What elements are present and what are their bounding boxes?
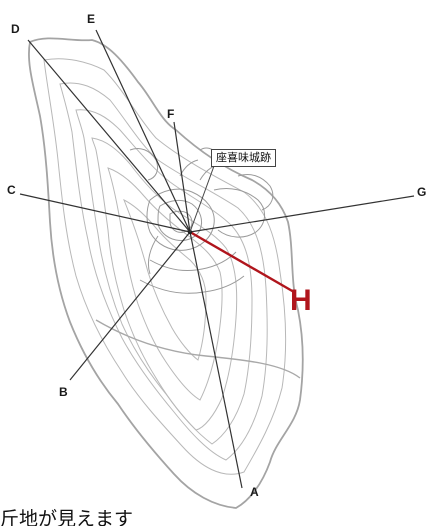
coastline-outline	[28, 37, 304, 509]
direction-label-d: D	[11, 22, 20, 36]
castle-ruins-label: 座喜味城跡	[211, 149, 276, 167]
direction-label-c: C	[7, 183, 16, 197]
direction-label-e: E	[87, 12, 96, 26]
sight-line-a	[189, 231, 243, 489]
contour-lines	[43, 58, 287, 475]
direction-label-b: B	[59, 385, 68, 399]
terrain-detail	[129, 147, 274, 294]
sight-line-h	[189, 230, 295, 294]
caption-text: 斤地が見えます	[0, 508, 134, 530]
sight-line-c	[19, 193, 191, 233]
sight-line-d	[27, 39, 191, 233]
direction-label-f: F	[167, 107, 175, 121]
sight-line-e	[95, 29, 191, 233]
direction-label-h: H	[290, 284, 312, 317]
site-label-leader	[189, 165, 215, 233]
direction-label-g: G	[417, 185, 427, 199]
road	[95, 319, 301, 379]
sight-line-f	[173, 121, 191, 233]
sight-line-b	[69, 231, 191, 381]
direction-label-a: A	[250, 485, 259, 499]
sight-line-g	[189, 195, 415, 233]
sight-lines	[19, 29, 415, 489]
